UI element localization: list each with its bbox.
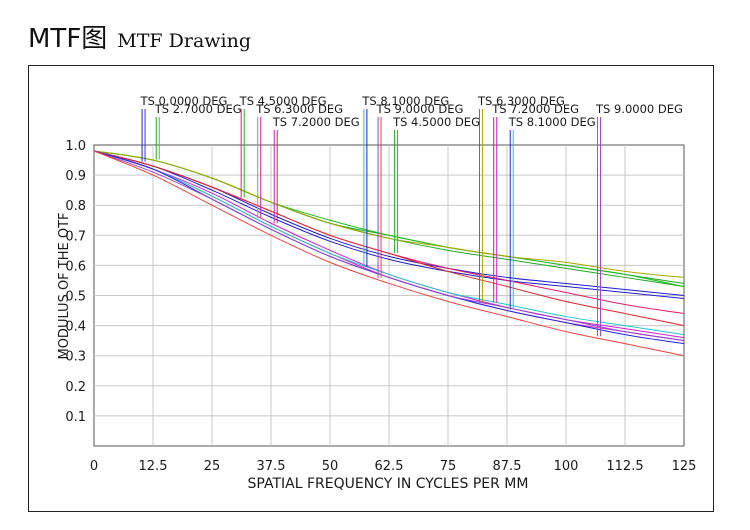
- chart-frame: [28, 65, 714, 512]
- annotation-label: TS 9.0000 DEG: [376, 102, 464, 116]
- y-tick-label: 0.6: [65, 259, 86, 274]
- mtf-curve: [93, 150, 685, 336]
- x-tick-label: 12.5: [139, 459, 168, 474]
- y-tick-label: 0.3: [65, 350, 86, 365]
- mtf-curve: [93, 150, 685, 300]
- mtf-curve: [93, 150, 685, 342]
- y-axis-ticks: 0.1 0.2 0.3 0.4 0.5 0.6 0.7 0.8 0.9 1.0: [65, 139, 86, 425]
- y-tick-label: 0.4: [65, 320, 86, 335]
- y-tick-label: 0.8: [65, 199, 86, 214]
- x-tick-label: 50: [322, 459, 339, 474]
- x-tick-label: 75: [440, 459, 457, 474]
- y-tick-label: 0.7: [65, 229, 86, 244]
- annotation-label: TS 8.1000 DEG: [508, 115, 596, 129]
- annotation-label: TS 4.5000 DEG: [239, 94, 327, 108]
- annotation-label: TS 2.7000 DEG: [154, 102, 242, 116]
- y-axis-label: MODULUS OF THE OTF: [57, 212, 72, 359]
- x-axis-ticks: 0 12.5 25 37.5 50 62.5 75 87.5 100 112.5 125: [90, 459, 697, 474]
- mtf-curves: [93, 150, 685, 357]
- x-tick-label: 25: [204, 459, 221, 474]
- x-tick-label: 112.5: [606, 459, 643, 474]
- mtf-curve: [93, 150, 685, 357]
- x-tick-label: 100: [554, 459, 579, 474]
- y-tick-label: 0.2: [65, 380, 86, 395]
- y-tick-label: 0.9: [65, 169, 86, 184]
- heading-title: MTF图: [28, 24, 108, 54]
- annotation-label: TS 7.2000 DEG: [272, 115, 360, 129]
- mtf-curve: [93, 150, 685, 278]
- annotation-label: TS 4.5000 DEG: [392, 115, 480, 129]
- annotation-label: TS 7.2000 DEG: [491, 102, 579, 116]
- x-tick-label: 87.5: [493, 459, 522, 474]
- y-tick-label: 0.5: [65, 290, 86, 305]
- y-tick-label: 0.1: [65, 410, 86, 425]
- annotation-label: TS 0.0000 DEG: [140, 94, 228, 108]
- heading-subtitle: MTF Drawing: [117, 30, 252, 52]
- x-tick-label: 37.5: [257, 459, 286, 474]
- annotation-label: TS 9.0000 DEG: [595, 102, 683, 116]
- mtf-curve: [93, 150, 685, 327]
- annotation-label: TS 6.3000 DEG: [255, 102, 343, 116]
- x-tick-label: 125: [672, 459, 697, 474]
- x-tick-label: 62.5: [375, 459, 404, 474]
- annotation-label: TS 8.1000 DEG: [361, 94, 449, 108]
- annotation-label: TS 6.3000 DEG: [477, 94, 565, 108]
- chart-heading: MTF图 MTF Drawing: [28, 18, 252, 54]
- x-tick-label: 0: [90, 459, 98, 474]
- x-axis-label: SPATIAL FREQUENCY IN CYCLES PER MM: [248, 476, 529, 492]
- y-tick-label: 1.0: [65, 139, 86, 154]
